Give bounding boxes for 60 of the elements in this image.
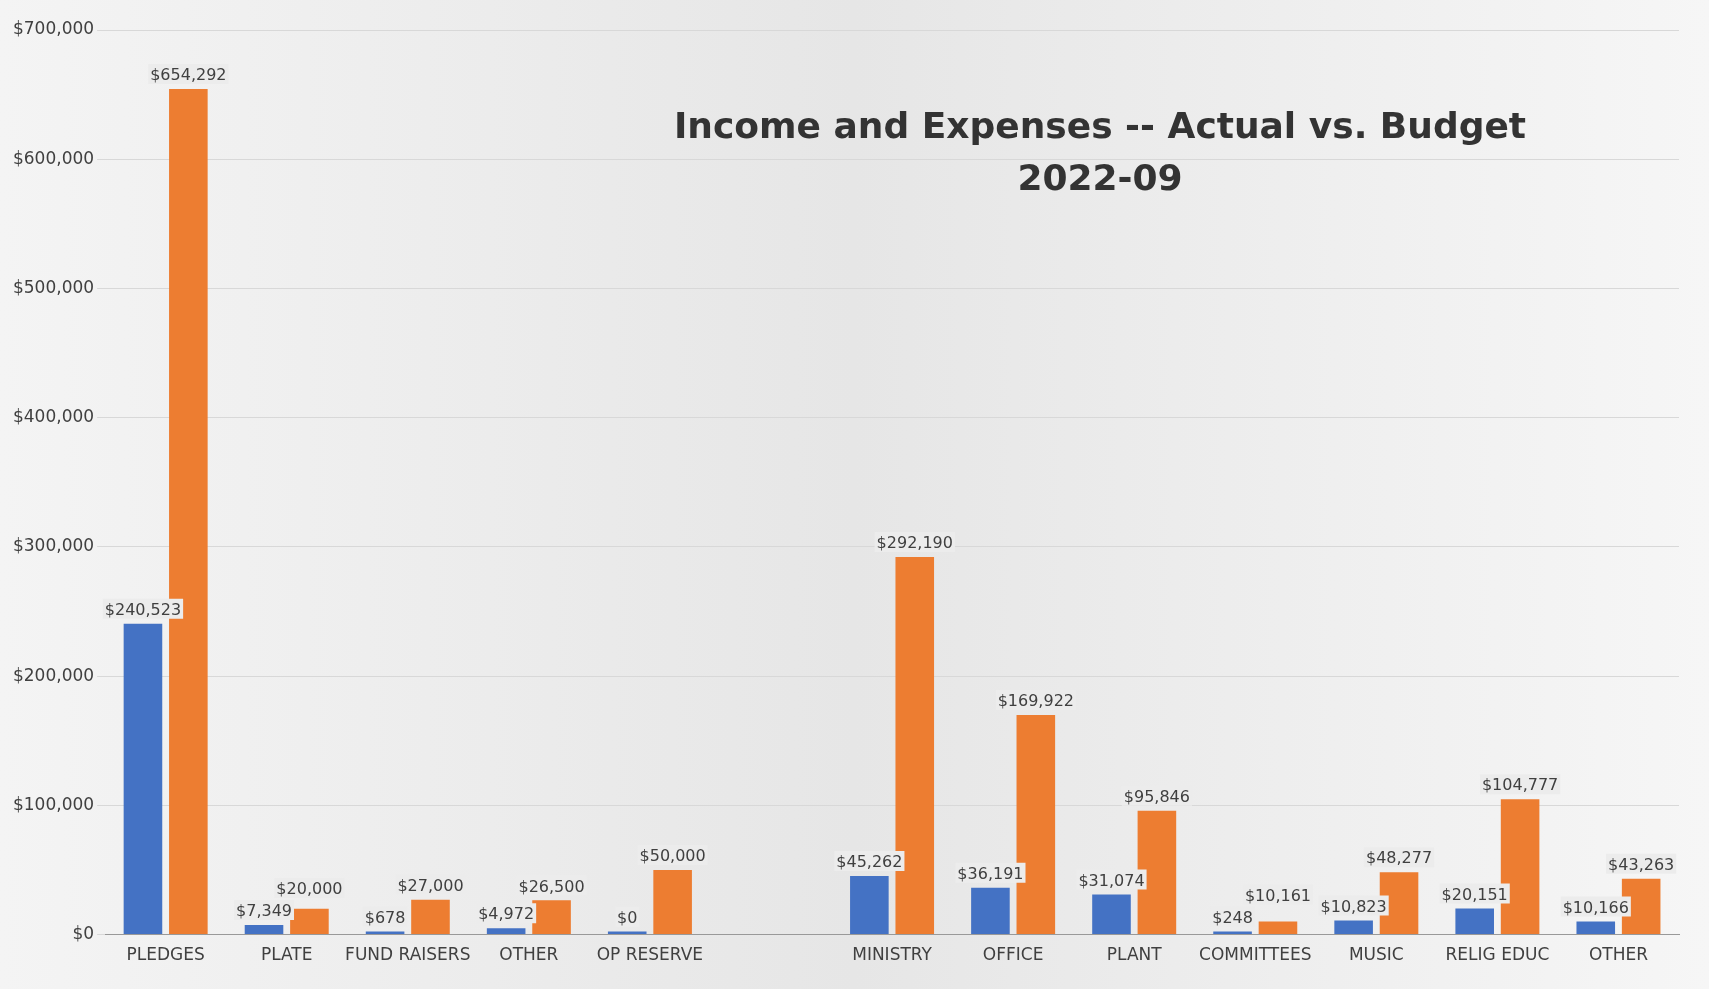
data-label: $10,823 bbox=[1320, 896, 1387, 916]
y-tick-label: $500,000 bbox=[12, 276, 95, 297]
data-label: $48,277 bbox=[1365, 848, 1433, 868]
data-label: $292,190 bbox=[876, 533, 953, 553]
bar bbox=[971, 887, 1010, 935]
x-tick-label: PLEDGES bbox=[126, 944, 205, 965]
data-label: $26,500 bbox=[518, 876, 585, 896]
data-label: $20,151 bbox=[1441, 884, 1508, 904]
x-tick-label: OTHER bbox=[1588, 944, 1649, 965]
bar bbox=[244, 925, 284, 935]
bar bbox=[1334, 920, 1373, 935]
bar bbox=[1576, 921, 1616, 935]
bar bbox=[486, 928, 526, 935]
bar bbox=[290, 908, 329, 935]
x-tick-label: MUSIC bbox=[1348, 944, 1404, 965]
data-label: $95,846 bbox=[1123, 786, 1190, 806]
y-tick-label: $200,000 bbox=[12, 664, 95, 685]
data-label: $36,191 bbox=[957, 863, 1024, 883]
x-tick-label: FUND RAISERS bbox=[345, 944, 471, 965]
x-tick-label: RELIG EDUC bbox=[1445, 944, 1550, 965]
text: 2022-09 bbox=[1016, 156, 1184, 200]
data-label: $10,166 bbox=[1562, 897, 1629, 917]
data-label: $4,972 bbox=[478, 904, 535, 924]
text: Income and Expenses -- Actual vs. Budget bbox=[672, 104, 1528, 148]
x-tick-label: PLATE bbox=[260, 944, 313, 965]
x-tick-label: OTHER bbox=[499, 944, 559, 965]
x-tick-label: PLANT bbox=[1106, 944, 1163, 965]
data-label: $169,922 bbox=[997, 691, 1074, 711]
y-tick-label: $400,000 bbox=[12, 406, 95, 427]
data-label: $240,523 bbox=[104, 599, 182, 619]
y-tick-label: $100,000 bbox=[12, 793, 95, 814]
y-tick-label: $0 bbox=[72, 923, 95, 944]
data-label: $248 bbox=[1212, 907, 1253, 927]
x-tick-label: COMMITTEES bbox=[1199, 944, 1312, 965]
bar bbox=[1455, 908, 1494, 935]
y-tick-label: $600,000 bbox=[12, 147, 95, 168]
data-label: $43,263 bbox=[1608, 854, 1675, 874]
data-label: $20,000 bbox=[276, 879, 343, 899]
bar bbox=[850, 876, 889, 935]
y-tick-label: $300,000 bbox=[12, 535, 95, 556]
x-tick-label: OP RESERVE bbox=[596, 944, 704, 965]
data-label: $10,161 bbox=[1244, 885, 1312, 905]
bar bbox=[123, 623, 163, 935]
data-label: $50,000 bbox=[639, 846, 706, 866]
data-label: $678 bbox=[364, 907, 406, 927]
data-label: $0 bbox=[617, 907, 638, 927]
data-label: $104,777 bbox=[1481, 775, 1559, 795]
x-tick-label: OFFICE bbox=[982, 944, 1044, 965]
bar bbox=[532, 900, 571, 935]
data-label: $654,292 bbox=[150, 65, 227, 85]
bar bbox=[411, 899, 450, 935]
data-label: $45,262 bbox=[836, 852, 903, 872]
y-tick-label: $700,000 bbox=[12, 18, 95, 39]
x-tick-label: MINISTRY bbox=[852, 944, 933, 965]
data-label: $31,074 bbox=[1078, 870, 1145, 890]
bar bbox=[1258, 921, 1298, 935]
bar bbox=[1092, 894, 1131, 935]
bar bbox=[653, 869, 692, 935]
data-label: $7,349 bbox=[236, 901, 293, 921]
data-label: $27,000 bbox=[397, 875, 464, 895]
